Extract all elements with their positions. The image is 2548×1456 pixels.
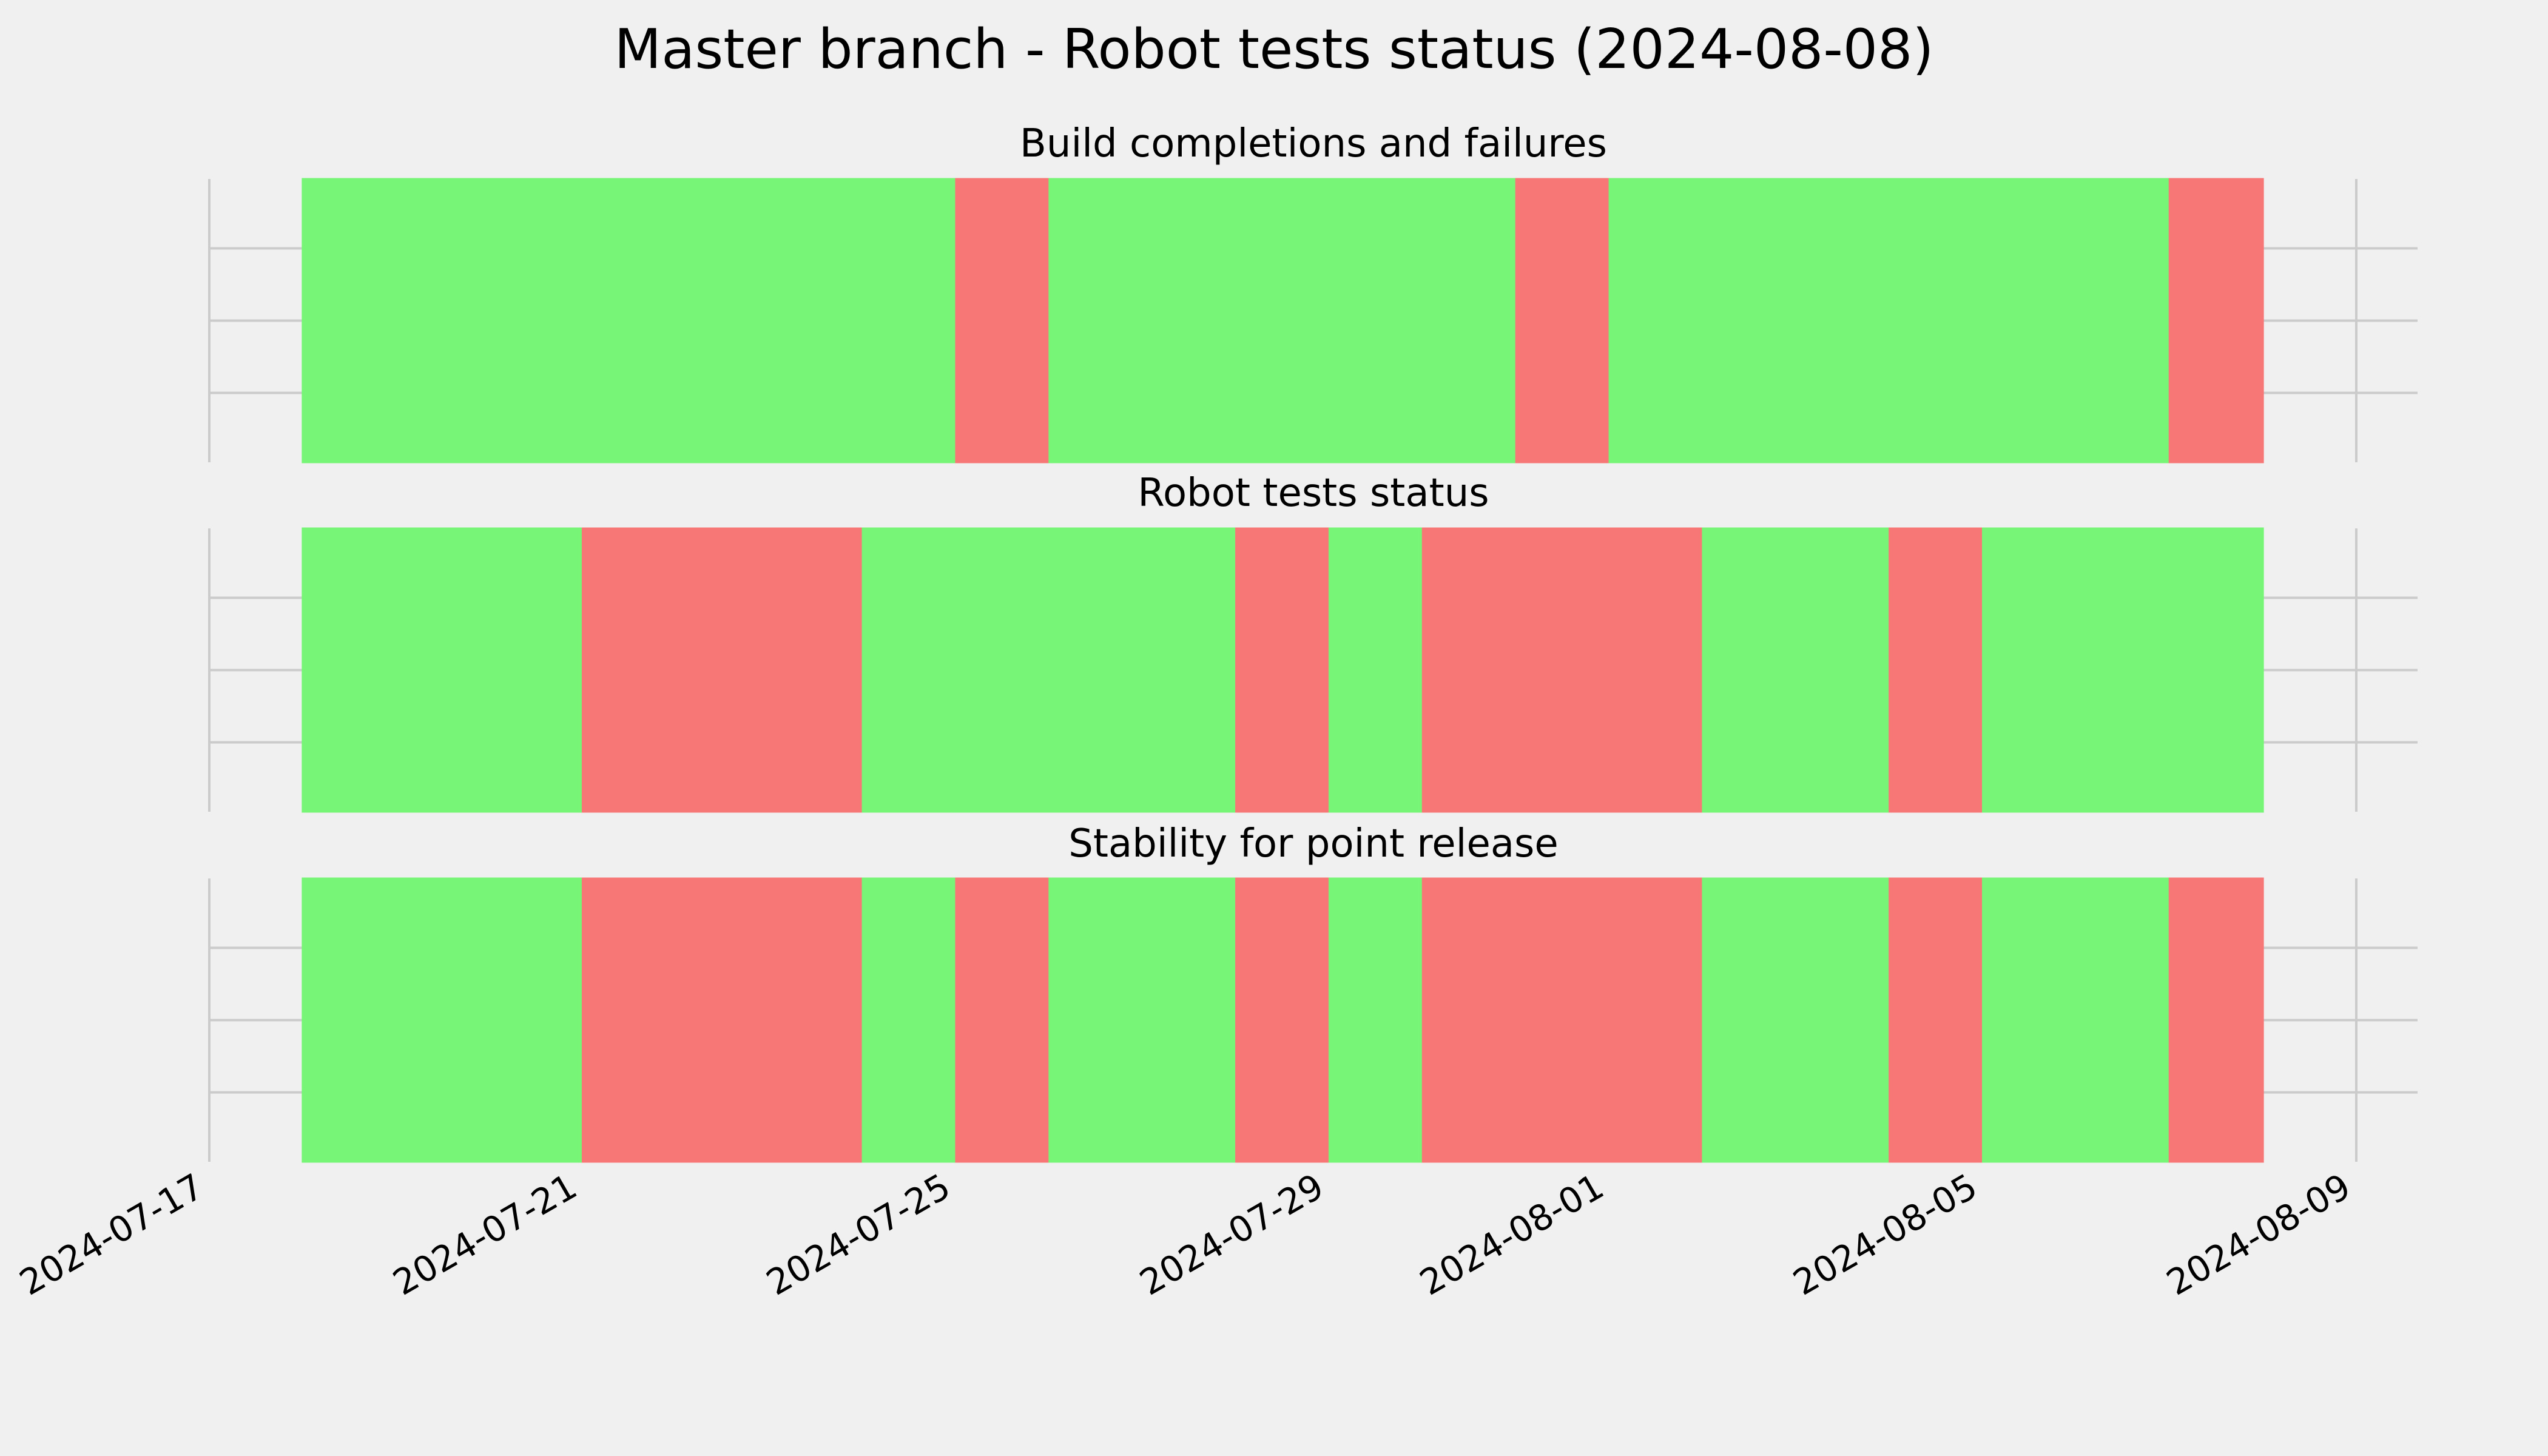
panel-stability-segments: [302, 877, 2264, 1163]
status-segment-pass: [1048, 178, 1330, 463]
status-segment-pass: [1702, 527, 1891, 813]
status-segment-fail: [1235, 527, 1330, 813]
status-segment-pass: [302, 527, 584, 813]
status-segment-pass: [302, 877, 584, 1163]
panel-title-robot: Robot tests status: [1138, 471, 1489, 516]
status-segment-fail: [1608, 527, 1704, 813]
chart-title: Master branch - Robot tests status (2024…: [615, 18, 1934, 81]
status-segment-pass: [861, 877, 957, 1163]
status-segment-pass: [1328, 178, 1517, 463]
panel-stability: Stability for point release: [208, 821, 2418, 1163]
status-segment-fail: [2168, 178, 2264, 463]
status-segment-fail: [1608, 877, 1704, 1163]
status-segment-pass: [1702, 877, 1891, 1163]
panel-robot-segments: [302, 527, 2264, 813]
status-segment-fail: [581, 527, 864, 813]
status-segment-fail: [955, 178, 1051, 463]
status-segment-pass: [861, 527, 957, 813]
panel-title-build: Build completions and failures: [1020, 121, 1607, 166]
panel-build-segments: [302, 178, 2264, 463]
status-segment-pass: [1328, 877, 1424, 1163]
status-segment-pass: [1048, 877, 1238, 1163]
status-segment-fail: [1235, 877, 1330, 1163]
status-segment-fail: [1515, 178, 1611, 463]
status-segment-pass: [1982, 527, 2264, 813]
status-segment-fail: [1421, 527, 1611, 813]
panel-robot: Robot tests status: [208, 471, 2418, 813]
status-segment-pass: [1608, 178, 1984, 463]
status-segment-fail: [955, 877, 1051, 1163]
status-segment-pass: [302, 178, 584, 463]
status-segment-pass: [1328, 527, 1424, 813]
panel-title-stability: Stability for point release: [1068, 821, 1559, 866]
status-segment-fail: [2168, 877, 2264, 1163]
status-segment-fail: [1421, 877, 1611, 1163]
status-segment-fail: [581, 877, 864, 1163]
status-segment-pass: [955, 527, 1238, 813]
status-segment-fail: [1889, 877, 1984, 1163]
status-segment-fail: [1889, 527, 1984, 813]
panel-build: Build completions and failures: [208, 121, 2418, 463]
status-segment-pass: [581, 178, 957, 463]
status-segment-pass: [1982, 178, 2171, 463]
status-segment-pass: [1982, 877, 2171, 1163]
